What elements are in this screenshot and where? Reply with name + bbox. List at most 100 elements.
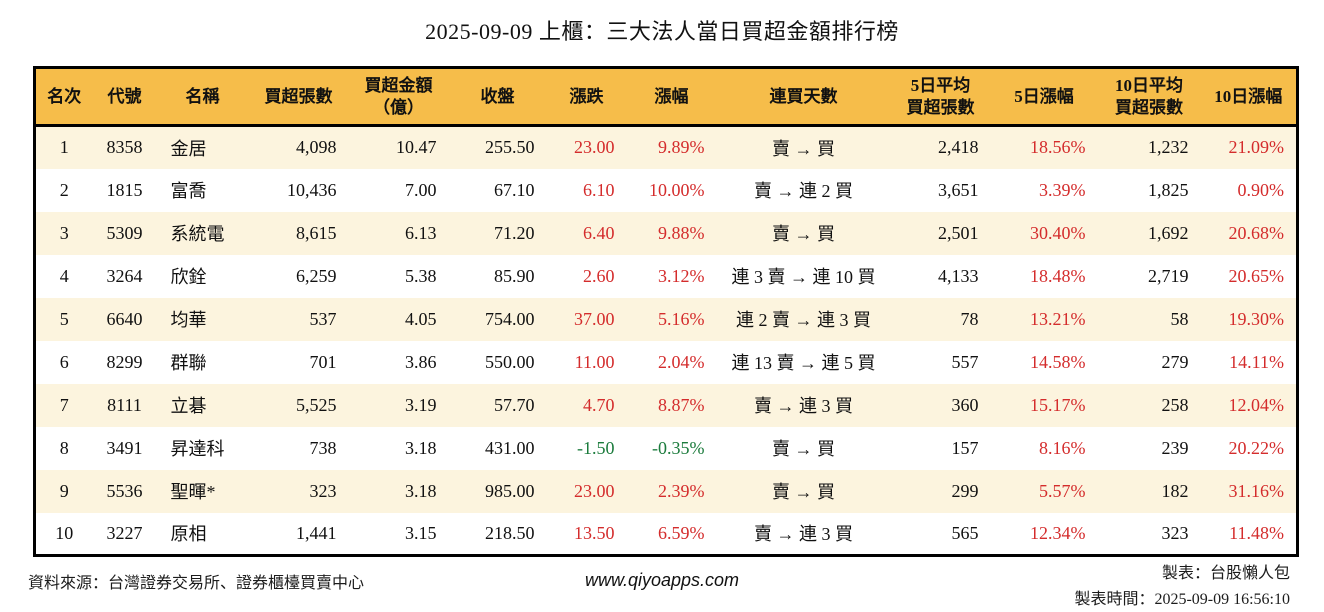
cell-amount: 5.38 [405, 265, 437, 286]
cell-streak: 連 13 賣 → 連 5 買 [731, 353, 876, 373]
cell-pct10: 12.04% [1228, 394, 1285, 415]
column-header-rank: 名次 [34, 67, 93, 127]
cell-code: 8111 [107, 394, 142, 415]
cell-amount: 4.05 [405, 308, 437, 329]
cell-name: 均華 [170, 310, 207, 330]
cell-volume: 537 [309, 308, 337, 329]
cell-change-pct: 8.87% [658, 394, 705, 415]
cell-code: 5309 [106, 222, 143, 243]
cell-streak: 賣 → 連 3 買 [754, 524, 853, 545]
cell-avg5: 2,501 [938, 222, 979, 243]
cell-avg5: 3,651 [938, 179, 979, 200]
cell-change: 37.00 [574, 308, 615, 329]
column-header-streak: 連買天數 [716, 67, 891, 127]
cell-rank: 10 [55, 522, 74, 543]
cell-change-pct: 3.12% [658, 265, 705, 286]
cell-code: 8299 [106, 351, 143, 372]
cell-amount: 10.47 [396, 137, 437, 158]
page-title: 2025-09-09 上櫃：三大法人當日買超金額排行榜 [425, 19, 899, 44]
cell-change-pct: 9.89% [658, 137, 705, 158]
cell-change: 4.70 [583, 394, 615, 415]
cell-amount: 3.18 [405, 480, 437, 501]
cell-streak: 賣 → 買 [772, 439, 835, 459]
cell-avg5: 2,418 [938, 137, 979, 158]
cell-name: 金居 [170, 138, 207, 159]
cell-pct5: 12.34% [1030, 522, 1086, 543]
cell-avg10: 1,692 [1148, 222, 1189, 243]
column-header-avg10: 10日平均 買超張數 [1097, 67, 1201, 127]
maker-text: 製表：台股懶人包 [1161, 565, 1290, 582]
column-header-close: 收盤 [448, 67, 547, 127]
cell-change: 23.00 [574, 137, 615, 158]
cell-change: 11.00 [574, 351, 615, 372]
cell-name: 群聯 [170, 353, 207, 373]
cell-change: 2.60 [583, 265, 615, 286]
cell-rank: 9 [59, 480, 69, 501]
cell-avg10: 182 [1161, 480, 1189, 501]
cell-close: 218.50 [485, 522, 535, 543]
cell-close: 71.20 [494, 222, 535, 243]
cell-close: 255.50 [485, 137, 535, 158]
cell-pct5: 8.16% [1039, 437, 1086, 458]
cell-code: 3264 [106, 265, 143, 286]
cell-name: 原相 [170, 524, 207, 545]
cell-pct5: 15.17% [1030, 394, 1086, 415]
cell-avg5: 557 [951, 351, 979, 372]
cell-avg10: 258 [1161, 394, 1189, 415]
cell-change-pct: 9.88% [658, 222, 705, 243]
cell-close: 985.00 [485, 480, 535, 501]
column-header-name: 名稱 [156, 67, 249, 127]
table-row: 3 5309 系統電 8,615 6.13 71.20 6.40 9.88% 賣 → 買 2,50… [34, 211, 1298, 255]
cell-amount: 6.13 [405, 222, 437, 243]
cell-avg10: 323 [1161, 522, 1189, 543]
maker-block: 製表：台股懶人包 製表時間：2025-09-09 16:56:10 [1074, 561, 1290, 612]
cell-streak: 賣 → 連 2 買 [754, 181, 853, 201]
cell-name: 聖暉* [170, 482, 216, 502]
cell-avg5: 565 [951, 522, 979, 543]
cell-avg10: 1,825 [1148, 179, 1189, 200]
cell-rank: 3 [59, 222, 69, 243]
cell-close: 754.00 [485, 308, 535, 329]
cell-close: 67.10 [494, 179, 535, 200]
cell-change: 23.00 [574, 480, 615, 501]
cell-code: 3491 [106, 437, 143, 458]
cell-code: 6640 [106, 308, 143, 329]
table-row: 7 8111 立碁 5,525 3.19 57.70 4.70 8.87% 賣 → 連 3 買 3… [34, 383, 1298, 427]
cell-streak: 賣 → 連 3 買 [754, 396, 853, 416]
table-row: 10 3227 原相 1,441 3.15 218.50 13.50 6.59% 賣 → 連 3… [34, 512, 1298, 556]
cell-avg10: 2,719 [1148, 265, 1189, 286]
column-header-avg5: 5日平均 買超張數 [890, 67, 991, 127]
column-header-pct10: 10日漲幅 [1200, 67, 1298, 127]
cell-code: 3227 [106, 522, 143, 543]
cell-change: -1.50 [577, 437, 615, 458]
cell-change-pct: 2.04% [658, 351, 705, 372]
cell-volume: 738 [309, 437, 337, 458]
table-row: 4 3264 欣銓 6,259 5.38 85.90 2.60 3.12% 連 3 賣 → 連 … [34, 254, 1298, 298]
cell-change-pct: -0.35% [652, 437, 705, 458]
cell-code: 5536 [106, 480, 143, 501]
table-row: 2 1815 富喬 10,436 7.00 67.10 6.10 10.00% 賣 → 連 2 … [34, 168, 1298, 212]
data-source-text: 資料來源：台灣證券交易所、證券櫃檯買賣中心 [28, 575, 365, 592]
cell-volume: 10,436 [287, 179, 337, 200]
cell-change-pct: 2.39% [658, 480, 705, 501]
cell-volume: 8,615 [296, 222, 337, 243]
cell-pct5: 30.40% [1030, 222, 1086, 243]
cell-amount: 3.86 [405, 351, 437, 372]
cell-streak: 賣 → 買 [772, 138, 835, 159]
table-header-row: 名次 代號 名稱 買超張數 買超金額 （億） 收盤 漲跌 漲幅 連買天數 5日平… [34, 67, 1298, 127]
cell-code: 8358 [106, 137, 143, 158]
cell-streak: 連 3 賣 → 連 10 買 [731, 267, 876, 287]
column-header-change: 漲跌 [546, 67, 627, 127]
cell-streak: 賣 → 買 [772, 482, 835, 502]
cell-amount: 3.15 [405, 522, 437, 543]
cell-pct10: 20.65% [1228, 265, 1285, 286]
cell-rank: 8 [59, 437, 69, 458]
cell-close: 431.00 [485, 437, 535, 458]
cell-avg10: 239 [1161, 437, 1189, 458]
column-header-volume: 買超張數 [248, 67, 349, 127]
cell-close: 550.00 [485, 351, 535, 372]
cell-rank: 2 [59, 179, 69, 200]
cell-pct5: 18.56% [1030, 137, 1086, 158]
table-row: 6 8299 群聯 701 3.86 550.00 11.00 2.04% 連 13 賣 → 連… [34, 340, 1298, 384]
